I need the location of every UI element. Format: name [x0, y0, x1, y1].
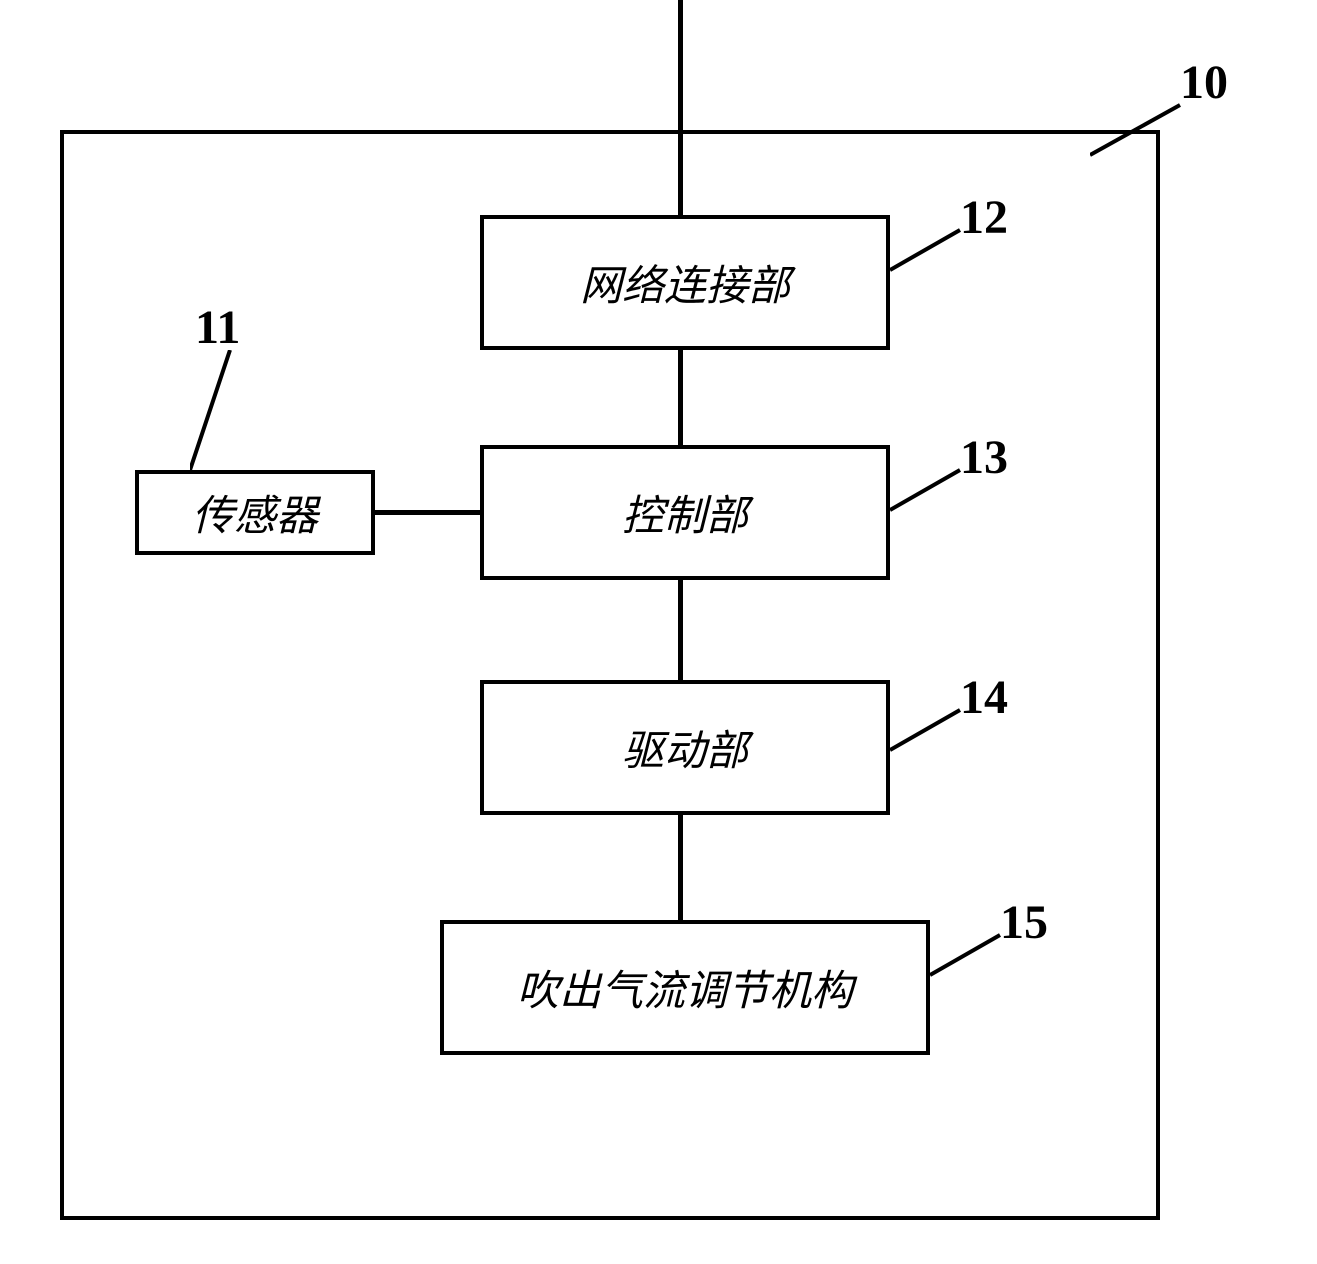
ref-num-15: 15: [1000, 895, 1048, 950]
leader-line-13: [890, 465, 965, 515]
connection-top-entry: [678, 0, 683, 215]
block-driver: 驱动部: [480, 680, 890, 815]
ref-num-12: 12: [960, 190, 1008, 245]
ref-num-10: 10: [1180, 55, 1228, 110]
leader-line-15: [930, 930, 1005, 980]
ref-num-14: 14: [960, 670, 1008, 725]
ref-num-13: 13: [960, 430, 1008, 485]
block-sensor-label: 传感器: [192, 482, 318, 543]
block-airflow-label: 吹出气流调节机构: [517, 957, 853, 1018]
block-sensor: 传感器: [135, 470, 375, 555]
leader-line-12: [890, 225, 965, 275]
connection-driver-airflow: [678, 815, 683, 920]
block-controller: 控制部: [480, 445, 890, 580]
connection-sensor-controller: [375, 510, 480, 515]
block-network: 网络连接部: [480, 215, 890, 350]
leader-line-14: [890, 705, 965, 755]
connection-network-controller: [678, 350, 683, 445]
leader-line-11: [190, 350, 240, 475]
block-airflow: 吹出气流调节机构: [440, 920, 930, 1055]
ref-num-11: 11: [195, 300, 240, 355]
block-network-label: 网络连接部: [580, 252, 790, 313]
connection-controller-driver: [678, 580, 683, 680]
block-driver-label: 驱动部: [622, 717, 748, 778]
leader-line-10: [1090, 100, 1185, 160]
block-controller-label: 控制部: [622, 482, 748, 543]
